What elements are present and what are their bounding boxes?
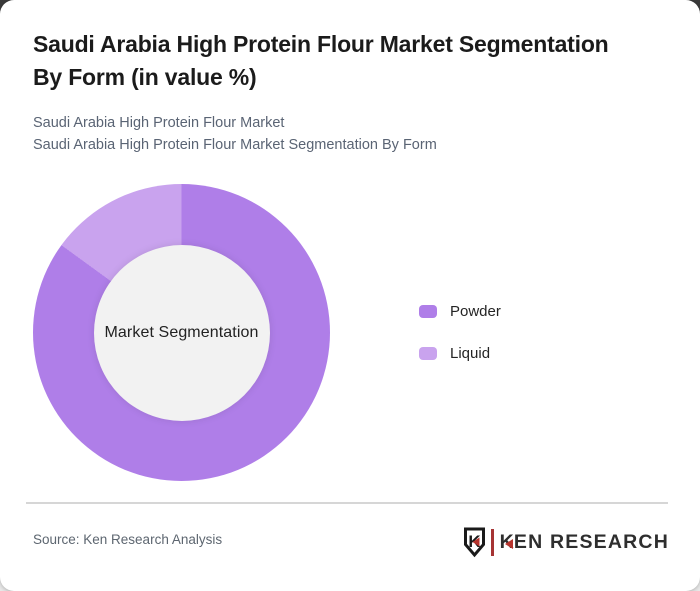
- legend-swatch-liquid: [419, 347, 437, 360]
- donut-chart: Market Segmentation: [33, 184, 330, 481]
- donut-hole: Market Segmentation: [93, 244, 270, 421]
- chart-subtitle-line1: Saudi Arabia High Protein Flour Market: [33, 115, 285, 131]
- logo-separator: [490, 529, 494, 556]
- logo-wordmark-rest: EN RESEARCH: [513, 531, 669, 553]
- chart-legend: Powder Liquid: [419, 303, 501, 387]
- page-title-line2: By Form (in value %): [33, 64, 257, 90]
- shield-k-icon: K: [463, 527, 485, 558]
- legend-swatch-powder: [419, 305, 437, 318]
- page-title-line1: Saudi Arabia High Protein Flour Market S…: [33, 31, 609, 57]
- ken-research-logo: K K EN RESEARCH: [463, 527, 669, 558]
- logo-red-triangle-icon: [504, 538, 513, 549]
- legend-label-powder: Powder: [450, 303, 501, 320]
- chart-subtitle-line2: Saudi Arabia High Protein Flour Market S…: [33, 136, 437, 153]
- source-note: Source: Ken Research Analysis: [33, 532, 223, 547]
- chart-subtitle: Saudi Arabia High Protein Flour Market S…: [33, 113, 437, 156]
- footer-divider: [26, 502, 668, 504]
- page-title: Saudi Arabia High Protein Flour Market S…: [33, 28, 609, 94]
- legend-item-powder[interactable]: Powder: [419, 303, 501, 320]
- legend-item-liquid[interactable]: Liquid: [419, 345, 501, 362]
- logo-wordmark: K EN RESEARCH: [500, 531, 669, 554]
- donut-center-label: Market Segmentation: [104, 323, 259, 341]
- legend-label-liquid: Liquid: [450, 345, 491, 362]
